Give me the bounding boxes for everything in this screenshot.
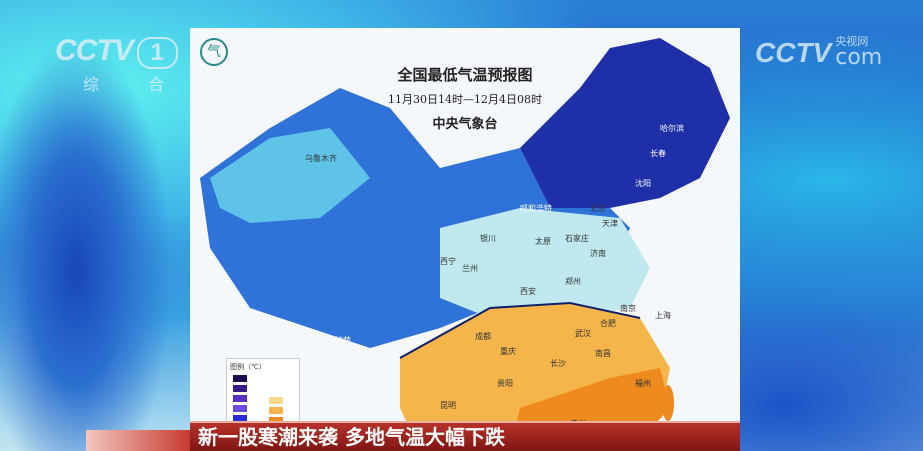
- region-northeast-deep-cold: [520, 38, 730, 208]
- city-label: 郑州: [565, 277, 581, 286]
- city-label: 哈尔滨: [660, 124, 684, 133]
- city-label: 呼和浩特: [520, 204, 552, 213]
- map-period: 11月30日14时—12月4日08时: [388, 93, 542, 106]
- city-label: 上海: [655, 311, 671, 320]
- legend-swatch: [269, 417, 283, 424]
- city-label: 沈阳: [635, 179, 651, 188]
- legend-swatch: [233, 375, 247, 382]
- logo-brand: CCTV: [55, 34, 134, 67]
- ticker-accent: [86, 430, 190, 451]
- city-label: 银川: [480, 234, 496, 243]
- city-label: 石家庄: [565, 234, 589, 243]
- cctv1-logo: CCTV 1 综 合: [55, 34, 186, 95]
- city-label: 福州: [635, 379, 651, 388]
- map-title-block: 全国最低气温预报图 11月30日14时—12月4日08时 中央气象台: [360, 64, 570, 132]
- cma-emblem-icon: 气: [200, 38, 228, 66]
- site-logo-brand: CCTV: [755, 37, 832, 68]
- region-xinjiang-cool: [210, 128, 370, 223]
- city-label: 成都: [475, 332, 491, 341]
- legend-swatch: [233, 405, 247, 412]
- logo-subtitle: 综 合: [83, 75, 187, 94]
- city-label: 乌鲁木齐: [305, 154, 337, 163]
- legend-swatch: [233, 415, 247, 422]
- city-label: 南昌: [595, 349, 611, 358]
- city-label: 拉萨: [335, 336, 351, 345]
- city-label: 兰州: [462, 264, 478, 273]
- ticker-headline: 新一股寒潮来袭 多地气温大幅下跌: [198, 425, 505, 449]
- logo-number: 1: [136, 37, 179, 69]
- region-central-mild: [440, 208, 650, 318]
- legend-swatch: [269, 407, 283, 414]
- city-label: 昆明: [440, 401, 456, 410]
- news-ticker: 新一股寒潮来袭 多地气温大幅下跌: [190, 421, 740, 451]
- city-label: 西安: [520, 287, 536, 296]
- city-label: 武汉: [575, 329, 591, 338]
- city-label: 合肥: [600, 319, 616, 328]
- taiwan: [662, 385, 674, 421]
- site-logo-cn: 央视网: [835, 35, 869, 48]
- city-label: 天津: [602, 219, 618, 228]
- legend-swatch: [233, 395, 247, 402]
- city-label: 贵阳: [497, 379, 513, 388]
- city-label: 济南: [590, 249, 606, 258]
- legend-swatch: [269, 397, 283, 404]
- city-label: 北京: [590, 204, 606, 213]
- zero-isotherm: [399, 301, 641, 359]
- legend-title: 图例（℃）: [230, 363, 266, 371]
- city-label: 重庆: [500, 347, 516, 356]
- legend-swatch: [233, 385, 247, 392]
- city-label: 长沙: [550, 359, 566, 368]
- forecast-map: 气 全国最低气温预报图 11月30日14时—12月4日08时 中央气象台 乌鲁木…: [190, 28, 740, 451]
- map-issuer: 中央气象台: [432, 117, 498, 132]
- blurred-background: [0, 0, 190, 451]
- site-logo-suffix: com: [835, 45, 883, 70]
- city-label: 西宁: [440, 257, 456, 266]
- city-label: 南京: [620, 304, 636, 313]
- map-title: 全国最低气温预报图: [397, 66, 533, 84]
- city-label: 太原: [535, 237, 551, 246]
- city-label: 长春: [650, 149, 666, 158]
- cctv-com-logo: CCTV 央视网 com: [755, 36, 882, 69]
